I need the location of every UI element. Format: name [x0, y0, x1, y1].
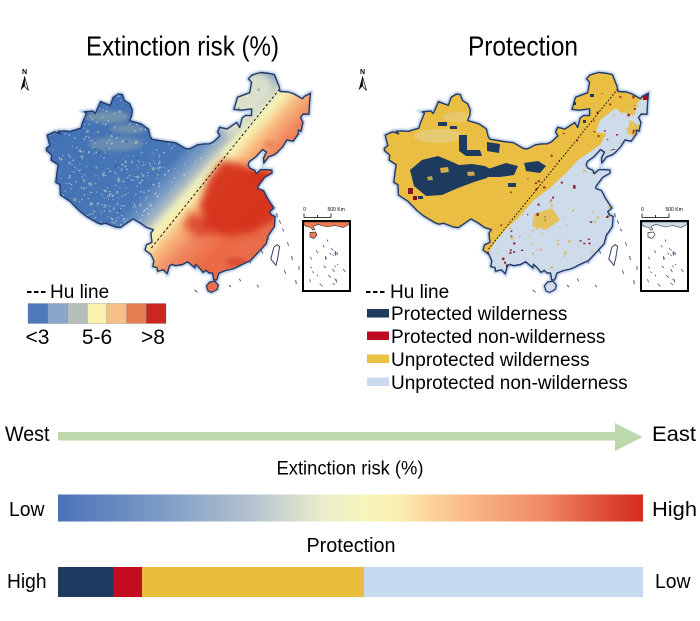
svg-text:500 Km: 500 Km [328, 207, 345, 213]
svg-text:Unprotected non-wilderness: Unprotected non-wilderness [391, 373, 628, 394]
svg-text:Protected non-wilderness: Protected non-wilderness [391, 327, 605, 348]
svg-text:Unprotected wilderness: Unprotected wilderness [391, 350, 590, 371]
svg-text:Protected wilderness: Protected wilderness [391, 304, 567, 325]
svg-text:East: East [652, 422, 696, 446]
svg-text:Hu line: Hu line [390, 282, 449, 303]
svg-text:Low: Low [655, 571, 691, 593]
svg-text:<3: <3 [26, 326, 50, 349]
svg-text:0: 0 [641, 207, 644, 213]
svg-text:Hu line: Hu line [50, 282, 109, 303]
svg-text:Extinction risk (%): Extinction risk (%) [86, 31, 279, 62]
svg-text:500 Km: 500 Km [666, 207, 683, 213]
svg-text:0: 0 [303, 207, 306, 213]
svg-text:>8: >8 [141, 326, 165, 349]
svg-text:N: N [360, 69, 365, 76]
svg-text:N: N [22, 69, 27, 76]
svg-text:Extinction risk (%): Extinction risk (%) [277, 459, 424, 480]
svg-text:High: High [7, 571, 47, 593]
svg-text:5-6: 5-6 [82, 326, 112, 349]
svg-text:Low: Low [9, 499, 45, 521]
svg-text:Protection: Protection [468, 31, 578, 62]
svg-text:West: West [5, 422, 50, 446]
svg-text:High: High [652, 499, 697, 521]
svg-text:Protection: Protection [307, 535, 396, 557]
